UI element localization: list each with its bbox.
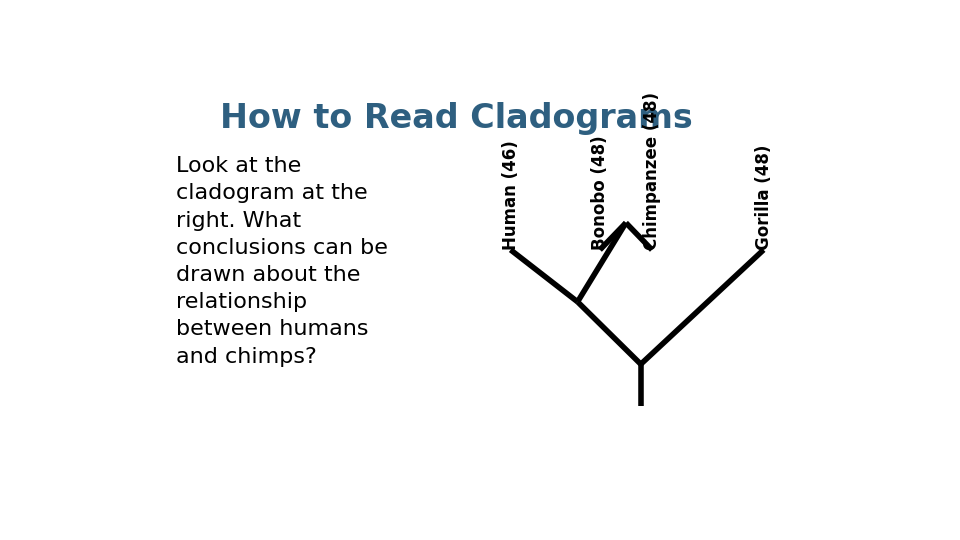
Text: Look at the
cladogram at the
right. What
conclusions can be
drawn about the
rela: Look at the cladogram at the right. What…	[176, 156, 388, 367]
Text: Chimpanzee (48): Chimpanzee (48)	[643, 92, 660, 250]
Text: Bonobo (48): Bonobo (48)	[590, 135, 609, 250]
Text: How to Read Cladograms: How to Read Cladograms	[221, 102, 693, 135]
Text: Human (46): Human (46)	[501, 140, 519, 250]
Text: Gorilla (48): Gorilla (48)	[755, 145, 773, 250]
